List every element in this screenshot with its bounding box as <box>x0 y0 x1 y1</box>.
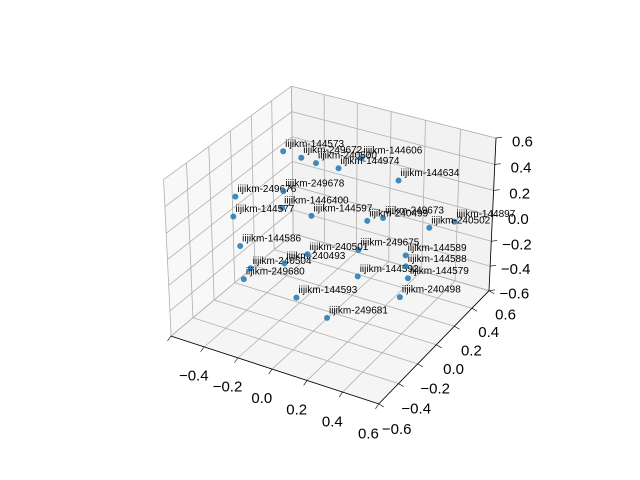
svg-text:iijikm-240500: iijikm-240500 <box>318 151 377 162</box>
svg-text:0.4: 0.4 <box>478 324 499 341</box>
svg-text:−0.6: −0.6 <box>500 286 530 303</box>
svg-text:iijikm-249680: iijikm-249680 <box>246 267 305 278</box>
svg-text:−0.2: −0.2 <box>420 381 450 398</box>
svg-text:−0.2: −0.2 <box>213 379 243 396</box>
svg-text:0.2: 0.2 <box>461 342 482 359</box>
svg-text:0.0: 0.0 <box>251 390 272 407</box>
svg-text:0.6: 0.6 <box>358 426 379 443</box>
svg-text:iijikm-240502: iijikm-240502 <box>431 215 490 226</box>
svg-text:0.0: 0.0 <box>443 361 464 378</box>
svg-text:0.6: 0.6 <box>512 133 533 150</box>
svg-text:0.4: 0.4 <box>322 413 343 430</box>
svg-text:iijikm-144579: iijikm-144579 <box>410 266 469 277</box>
svg-text:iijikm-240499: iijikm-240499 <box>369 208 428 219</box>
svg-text:−0.4: −0.4 <box>401 401 431 418</box>
svg-text:−0.2: −0.2 <box>502 236 532 253</box>
svg-text:−0.4: −0.4 <box>501 261 531 278</box>
svg-text:iijikm-144586: iijikm-144586 <box>242 234 301 245</box>
svg-text:0.6: 0.6 <box>495 306 516 323</box>
svg-text:0.2: 0.2 <box>286 402 307 419</box>
svg-text:−0.6: −0.6 <box>382 421 412 438</box>
svg-text:iijikm-144597: iijikm-144597 <box>313 203 372 214</box>
svg-text:iijikm-144588: iijikm-144588 <box>408 254 467 265</box>
svg-text:iijikm-249678: iijikm-249678 <box>285 179 344 190</box>
svg-text:iijikm-240501: iijikm-240501 <box>309 242 368 253</box>
svg-text:0.2: 0.2 <box>509 186 530 203</box>
svg-text:iijikm-249681: iijikm-249681 <box>329 305 388 316</box>
svg-text:iijikm-144593: iijikm-144593 <box>298 285 357 296</box>
svg-text:iijikm-144573: iijikm-144573 <box>285 139 344 150</box>
svg-text:iijikm-144634: iijikm-144634 <box>401 168 460 179</box>
svg-text:0.4: 0.4 <box>511 160 532 177</box>
svg-text:−0.4: −0.4 <box>179 367 209 384</box>
svg-text:iijikm-240498: iijikm-240498 <box>402 285 461 296</box>
svg-text:iijikm-144577: iijikm-144577 <box>235 204 294 215</box>
svg-text:iijikm-144592: iijikm-144592 <box>360 264 419 275</box>
svg-text:iijikm-144589: iijikm-144589 <box>408 243 467 254</box>
